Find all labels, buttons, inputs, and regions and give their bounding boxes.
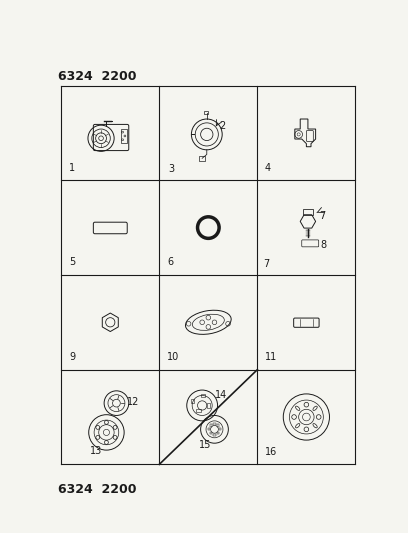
Text: 16: 16	[265, 447, 277, 457]
Bar	[210, 432, 212, 434]
Bar	[217, 424, 220, 427]
Text: 10: 10	[167, 352, 179, 362]
Text: 12: 12	[127, 397, 140, 407]
Text: 6324  2200: 6324 2200	[58, 70, 137, 83]
Bar	[121, 129, 127, 143]
Bar	[217, 432, 220, 434]
Text: 7: 7	[319, 211, 325, 221]
Bar	[219, 428, 221, 431]
Text: 1: 1	[69, 163, 75, 173]
Bar	[208, 428, 210, 431]
Text: 3: 3	[169, 164, 175, 174]
Text: 6324  2200: 6324 2200	[58, 483, 137, 496]
Bar	[204, 110, 208, 115]
Bar	[213, 423, 216, 425]
Bar	[213, 433, 216, 436]
Text: 5: 5	[69, 257, 75, 267]
Bar	[199, 156, 205, 160]
Bar	[210, 424, 212, 427]
Text: 6: 6	[167, 257, 173, 267]
Text: 2: 2	[219, 120, 225, 131]
Text: 15: 15	[199, 440, 211, 450]
Text: 4: 4	[265, 163, 271, 173]
Text: 7: 7	[264, 259, 270, 269]
Text: 13: 13	[89, 446, 102, 456]
Bar	[201, 394, 205, 397]
Bar	[196, 409, 201, 413]
Text: 9: 9	[69, 352, 75, 362]
Bar	[191, 399, 195, 403]
Text: 11: 11	[265, 352, 277, 362]
Text: 14: 14	[215, 390, 227, 400]
Bar	[302, 209, 313, 215]
Bar	[207, 403, 210, 408]
Text: 8: 8	[320, 240, 326, 250]
